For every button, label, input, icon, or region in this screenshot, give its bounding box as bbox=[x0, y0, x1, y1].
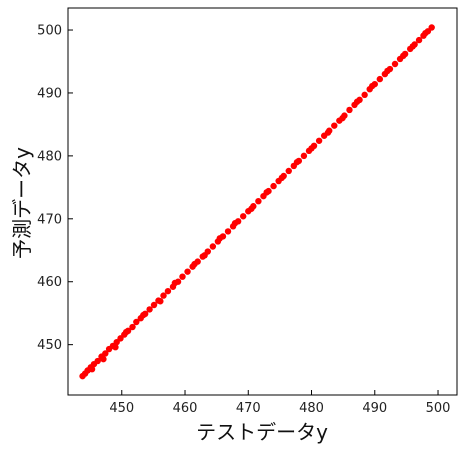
data-point bbox=[191, 260, 198, 268]
data-point bbox=[140, 311, 147, 319]
x-tick-label: 470 bbox=[236, 401, 261, 416]
y-axis-ticks: 450 460 470 480 490 500 bbox=[37, 24, 73, 353]
y-tick-label: 500 bbox=[37, 24, 62, 39]
y-tick-label: 450 bbox=[37, 338, 62, 353]
scatter-points bbox=[79, 24, 435, 380]
y-tick-label: 490 bbox=[37, 86, 62, 101]
data-point bbox=[224, 228, 232, 235]
data-point bbox=[376, 75, 384, 83]
data-point bbox=[179, 273, 186, 280]
data-point bbox=[278, 174, 285, 182]
data-point bbox=[94, 357, 101, 365]
data-point bbox=[331, 122, 338, 129]
data-point bbox=[112, 343, 119, 351]
data-point bbox=[263, 189, 270, 196]
data-point bbox=[428, 24, 435, 31]
y-axis-label: 予測データy bbox=[10, 147, 34, 259]
data-point bbox=[209, 243, 217, 250]
data-point bbox=[308, 145, 315, 152]
y-tick-label: 460 bbox=[37, 275, 62, 290]
x-tick-label: 480 bbox=[299, 401, 324, 416]
data-point bbox=[100, 355, 107, 363]
plot-frame bbox=[67, 7, 458, 396]
data-point bbox=[369, 82, 376, 90]
data-point bbox=[122, 328, 130, 336]
data-point bbox=[285, 167, 292, 175]
data-point bbox=[240, 213, 247, 220]
x-axis-label: テストデータy bbox=[196, 420, 328, 444]
data-point bbox=[102, 350, 109, 357]
data-point bbox=[353, 98, 361, 105]
data-point bbox=[384, 67, 391, 75]
data-point bbox=[248, 205, 255, 212]
data-point bbox=[216, 235, 223, 242]
data-point bbox=[315, 137, 323, 144]
x-tick-label: 500 bbox=[426, 401, 451, 416]
data-point bbox=[300, 152, 308, 160]
data-point bbox=[270, 182, 277, 190]
x-tick-label: 450 bbox=[109, 401, 134, 416]
data-point bbox=[164, 287, 172, 295]
data-point bbox=[88, 366, 96, 373]
data-point bbox=[400, 52, 407, 60]
data-point bbox=[339, 114, 346, 122]
data-point bbox=[409, 43, 416, 50]
data-point bbox=[133, 318, 140, 326]
data-point bbox=[160, 292, 167, 299]
data-point bbox=[157, 298, 164, 305]
y-tick-label: 470 bbox=[37, 212, 62, 227]
x-axis-ticks: 450 460 470 480 490 500 bbox=[109, 390, 450, 416]
x-tick-label: 490 bbox=[362, 401, 387, 416]
data-point bbox=[146, 306, 153, 313]
data-point bbox=[231, 220, 239, 227]
data-point bbox=[201, 252, 208, 259]
x-tick-label: 460 bbox=[173, 401, 198, 416]
data-point bbox=[415, 36, 423, 44]
data-point bbox=[255, 197, 262, 205]
data-point bbox=[361, 91, 368, 99]
data-point bbox=[391, 60, 399, 68]
data-point bbox=[171, 279, 179, 287]
data-point bbox=[184, 268, 191, 275]
data-point bbox=[129, 323, 136, 331]
data-point bbox=[293, 158, 301, 166]
data-point bbox=[346, 106, 353, 114]
y-tick-label: 480 bbox=[37, 149, 62, 164]
data-point bbox=[422, 29, 429, 37]
data-point bbox=[150, 301, 158, 309]
data-point bbox=[324, 129, 332, 136]
